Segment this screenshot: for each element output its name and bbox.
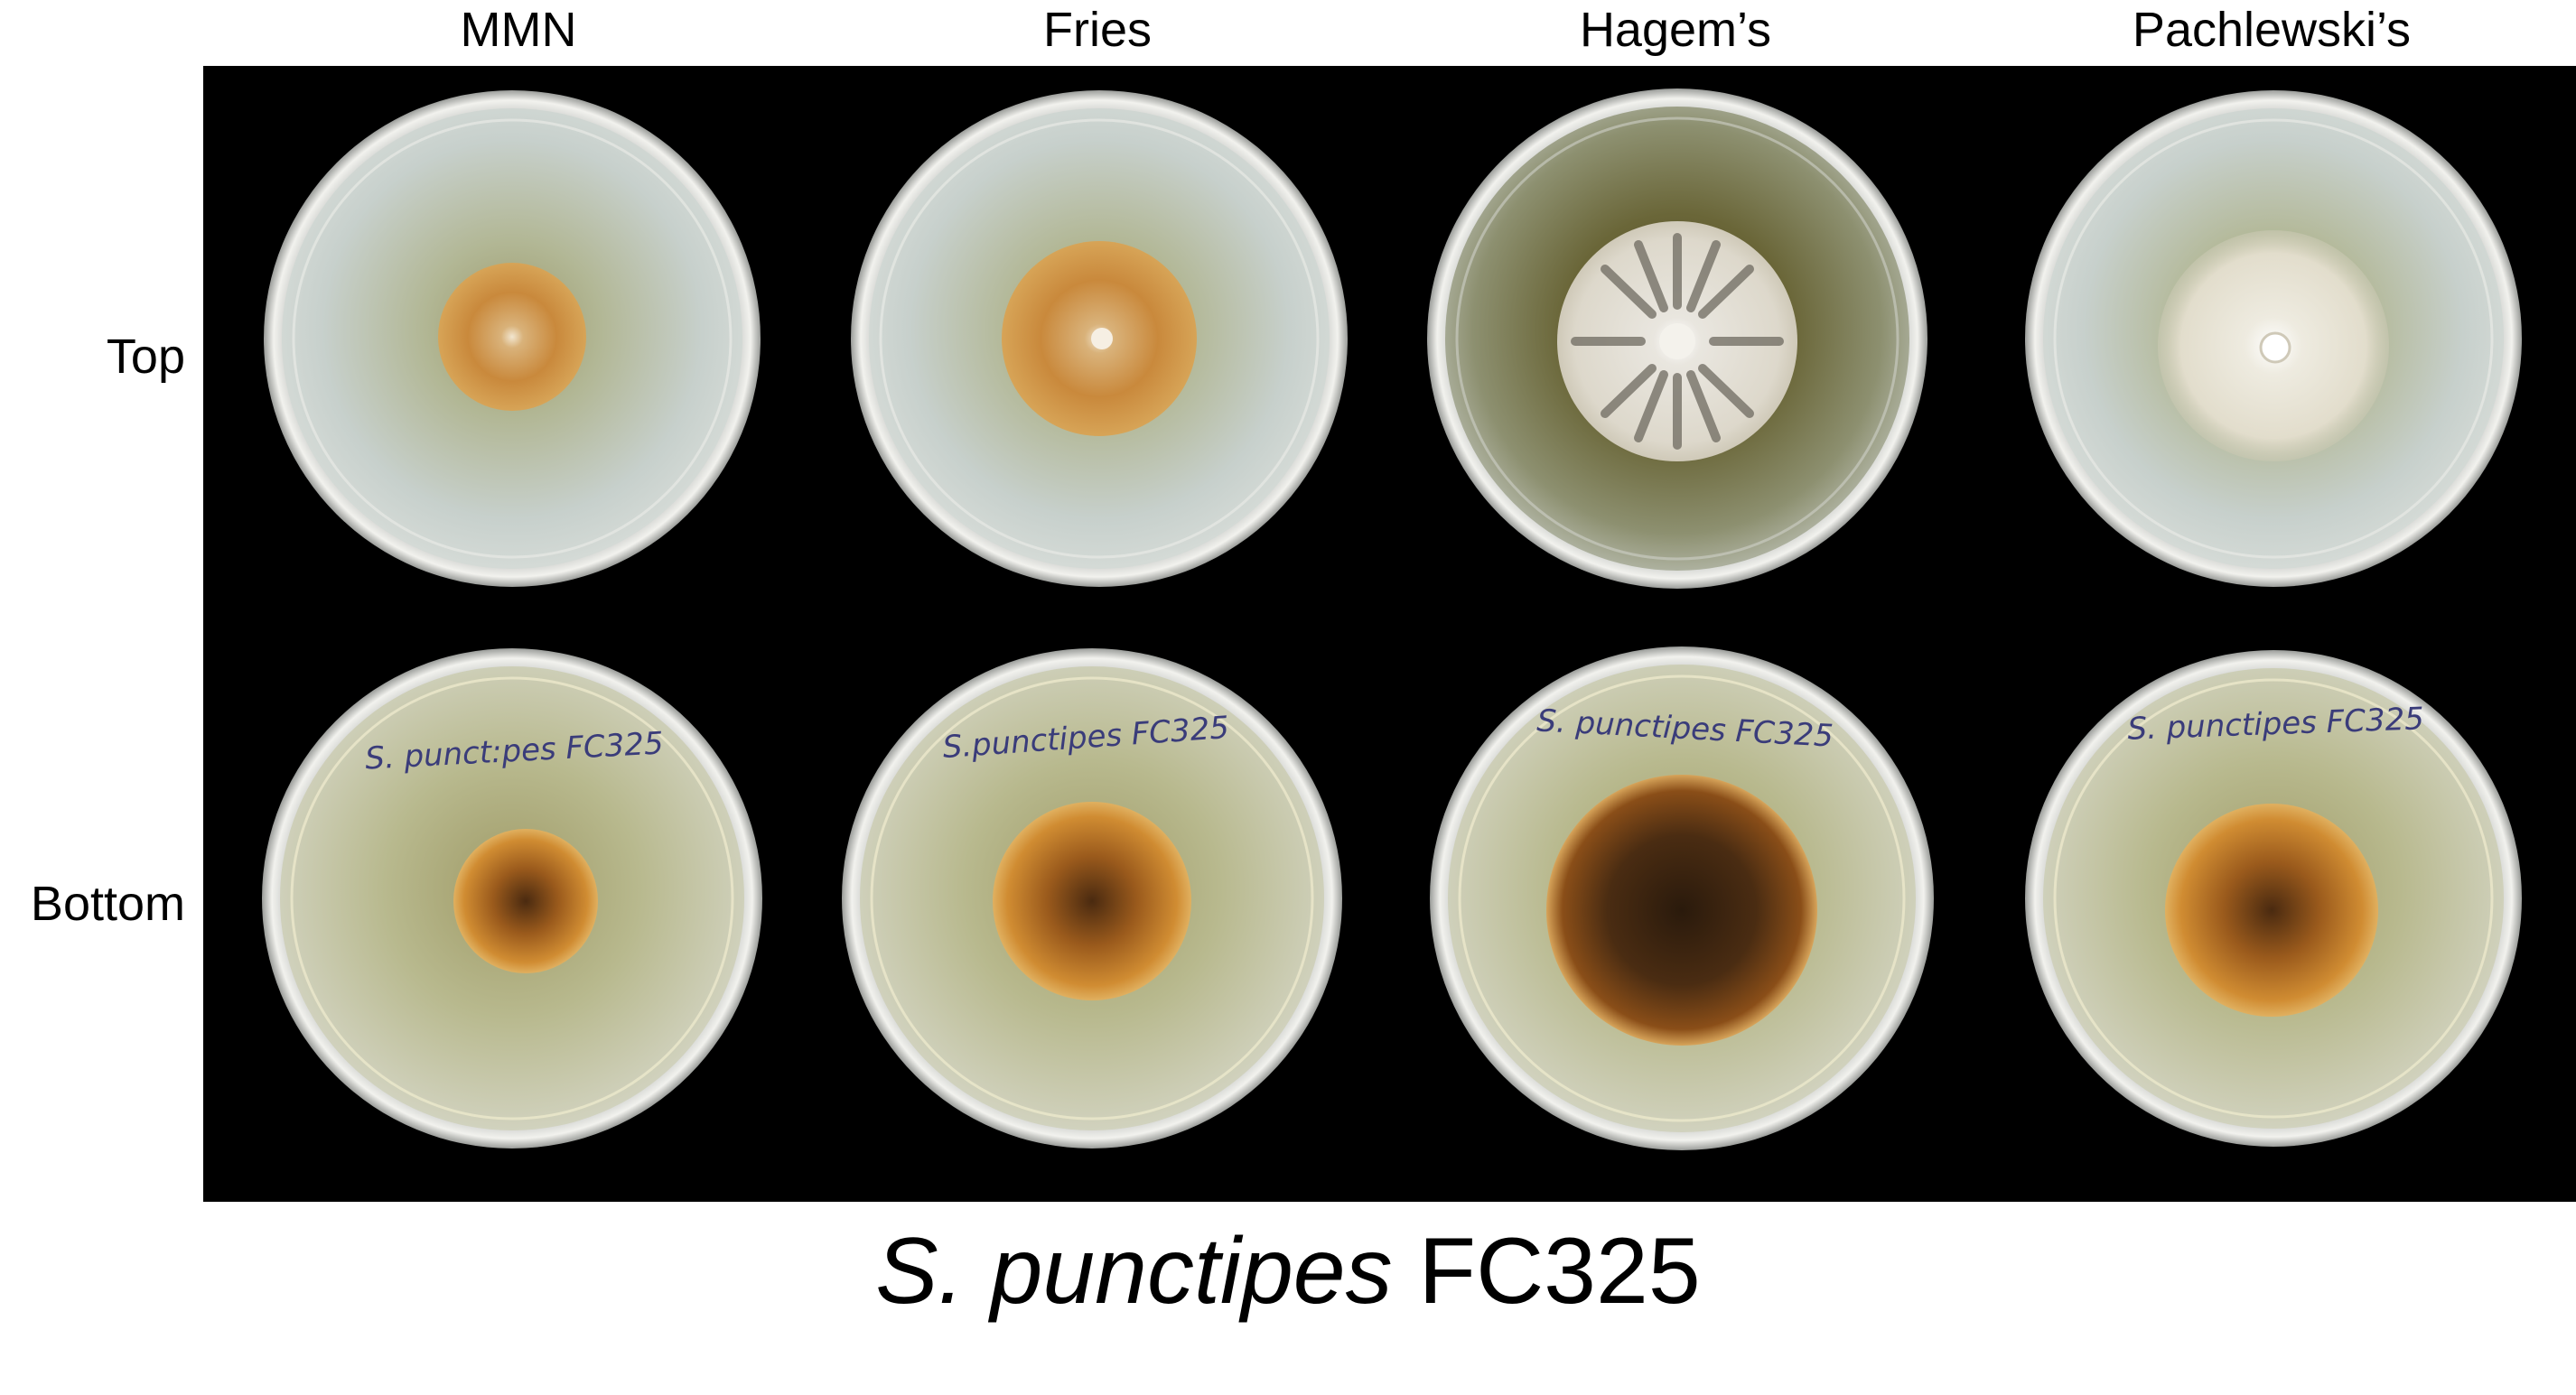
figure-caption: S. punctipes FC325	[0, 1208, 2576, 1353]
colony	[453, 829, 598, 973]
petri-plates-graphic: S. punct:pes FC325 S.punctipes FC325 S. …	[262, 88, 2522, 1150]
column-label-pachlewskis: Pachlewski’s	[2132, 3, 2412, 57]
plate-bottom-pachlewskis	[2025, 650, 2522, 1147]
column-label-fries: Fries	[1043, 3, 1152, 57]
plate-bottom-mmn	[262, 648, 762, 1149]
row-label-bottom: Bottom	[30, 877, 185, 931]
caption-species: S. punctipes	[875, 1219, 1393, 1324]
colony	[438, 263, 586, 411]
caption-strain: FC325	[1418, 1219, 1701, 1324]
column-label-hagems: Hagem’s	[1579, 3, 1772, 57]
plate-bottom-hagems	[1430, 646, 1934, 1150]
plate-top-fries	[851, 90, 1348, 587]
plate-top-mmn	[264, 90, 761, 587]
plate-top-hagems	[1427, 88, 1927, 589]
colony	[993, 802, 1191, 1000]
colony	[2165, 804, 2378, 1017]
plate-photo-panel: S. punct:pes FC325 S.punctipes FC325 S. …	[203, 66, 2576, 1202]
plate-bottom-fries	[842, 648, 1342, 1149]
row-label-top: Top	[106, 330, 185, 384]
plate-top-pachlewskis	[2025, 90, 2522, 587]
colony	[1546, 775, 1817, 1046]
column-label-mmn: MMN	[460, 3, 577, 57]
